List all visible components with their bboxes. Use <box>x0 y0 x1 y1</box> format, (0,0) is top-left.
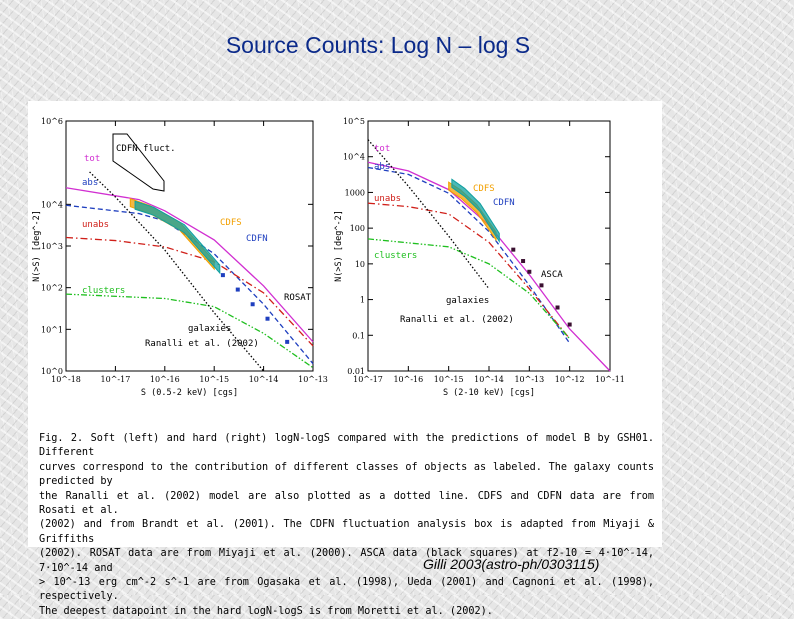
citation: Gilli 2003(astro-ph/0303115) <box>423 556 600 572</box>
series-rosat-soft-point-1 <box>235 287 240 292</box>
annotation-clusters: clusters <box>374 251 417 261</box>
caption-line-1: Fig. 2. Soft (left) and hard (right) log… <box>39 433 661 459</box>
y-axis-label: N(>S) [deg^-2] <box>32 210 42 282</box>
y-tick-label: 10^1 <box>41 325 63 334</box>
annotation-clusters: clusters <box>82 286 125 296</box>
x-tick-label: 10^-15 <box>434 375 464 384</box>
y-axis-label: N(>S) [deg^-2] <box>334 210 344 282</box>
y-tick-label: 1 <box>360 296 365 305</box>
y-tick-label: 10^2 <box>41 284 63 293</box>
series-tot-soft <box>65 187 314 343</box>
figure-caption: Fig. 2. Soft (left) and hard (right) log… <box>39 432 654 619</box>
annotation-abs: abs <box>374 162 390 172</box>
caption-line-6: > 10^-13 erg cm^-2 s^-1 are from Ogasaka… <box>39 577 661 603</box>
series-rosat-soft-point-3 <box>265 316 270 321</box>
y-tick-label: 0.1 <box>352 331 365 340</box>
x-tick-label: 10^-13 <box>298 375 328 384</box>
series-galaxies-hard <box>367 139 490 290</box>
caption-line-4: (2002) and from Brandt et al. (2001). Th… <box>39 519 661 545</box>
x-tick-label: 10^-12 <box>555 375 585 384</box>
x-axis-label: S (2-10 keV) [cgs] <box>443 388 535 398</box>
series-clusters-soft <box>65 293 314 369</box>
annotation-tot: tot <box>374 144 390 154</box>
annotation-asca: ASCA <box>541 270 563 280</box>
x-tick-label: 10^-18 <box>51 375 81 384</box>
x-tick-label: 10^-13 <box>514 375 544 384</box>
annotation-ranalli-et-al-2002-: Ranalli et al. (2002) <box>145 339 259 349</box>
series-unabs-soft <box>65 236 314 347</box>
y-tick-label: 100 <box>350 224 365 233</box>
x-axis-label: S (0.5-2 keV) [cgs] <box>141 388 238 398</box>
x-tick-label: 10^-16 <box>393 375 423 384</box>
series-cdfn-soft <box>134 200 221 275</box>
series-asca-hard-point-5 <box>567 322 572 327</box>
caption-line-2: curves correspond to the contribution of… <box>39 461 661 488</box>
caption-line-3: the Ranalli et al. (2002) model are also… <box>39 490 661 517</box>
y-tick-label: 0.01 <box>347 367 365 376</box>
series-asca-hard-point-3 <box>539 283 544 288</box>
annotation-cdfs: CDFS <box>220 218 242 228</box>
series-clusters-hard <box>367 238 571 340</box>
series-rosat-soft-point-4 <box>285 339 290 344</box>
x-tick-label: 10^-14 <box>474 375 504 384</box>
annotation-cdfn-fluct-: CDFN fluct. <box>116 144 176 154</box>
y-tick-label: 10 <box>355 260 365 269</box>
y-tick-label: 10^6 <box>41 117 63 126</box>
series-asca-hard-point-1 <box>521 259 526 264</box>
series-abs-hard <box>367 166 571 344</box>
annotation-galaxies: galaxies <box>188 324 231 334</box>
figure-panel: 10^-18 10^-17 10^-16 10^-15 10^-14 10^-13 10^0… <box>28 101 662 617</box>
logn-logs-plots: 10^-18 10^-17 10^-16 10^-15 10^-14 10^-13 10^0… <box>32 117 625 398</box>
x-tick-label: 10^-15 <box>199 375 229 384</box>
y-tick-label: 10^3 <box>41 242 63 251</box>
annotation-galaxies: galaxies <box>446 296 489 306</box>
annotation-unabs: unabs <box>82 220 109 230</box>
annotation-cdfn: CDFN <box>493 198 515 208</box>
series-rosat-soft-point-0 <box>220 273 225 278</box>
y-tick-label: 10^4 <box>343 153 365 162</box>
series-asca-hard-point-4 <box>555 305 560 310</box>
annotation-rosat: ROSAT <box>284 293 312 303</box>
series-cdfn-hard <box>451 178 500 244</box>
series-asca-hard-point-0 <box>511 247 516 252</box>
caption-line-7: The deepest datapoint in the hard logN-l… <box>39 605 493 617</box>
y-tick-label: 1000 <box>345 188 365 197</box>
slide-title: Source Counts: Log N – log S <box>225 32 531 58</box>
annotation-cdfs: CDFS <box>473 184 495 194</box>
x-tick-label: 10^-17 <box>353 375 383 384</box>
x-tick-label: 10^-17 <box>101 375 131 384</box>
x-tick-label: 10^-11 <box>595 375 625 384</box>
series-asca-hard-point-2 <box>527 269 532 274</box>
cdfn-fluctuation-box <box>112 133 165 192</box>
annotation-ranalli-et-al-2002-: Ranalli et al. (2002) <box>400 315 514 325</box>
series-unabs-hard <box>367 202 571 340</box>
series-galaxies-soft <box>89 171 265 372</box>
series-rosat-soft-point-2 <box>250 302 255 307</box>
y-tick-label: 10^0 <box>41 367 63 376</box>
annotation-tot: tot <box>84 154 100 164</box>
x-tick-label: 10^-16 <box>150 375 180 384</box>
caption-line-5: (2002). ROSAT data are from Miyaji et al… <box>39 548 661 574</box>
x-tick-label: 10^-14 <box>249 375 279 384</box>
annotation-unabs: unabs <box>374 194 401 204</box>
annotation-cdfn: CDFN <box>246 234 268 244</box>
y-tick-label: 10^4 <box>41 200 63 209</box>
annotation-abs: abs <box>82 178 98 188</box>
y-tick-label: 10^5 <box>343 117 365 126</box>
